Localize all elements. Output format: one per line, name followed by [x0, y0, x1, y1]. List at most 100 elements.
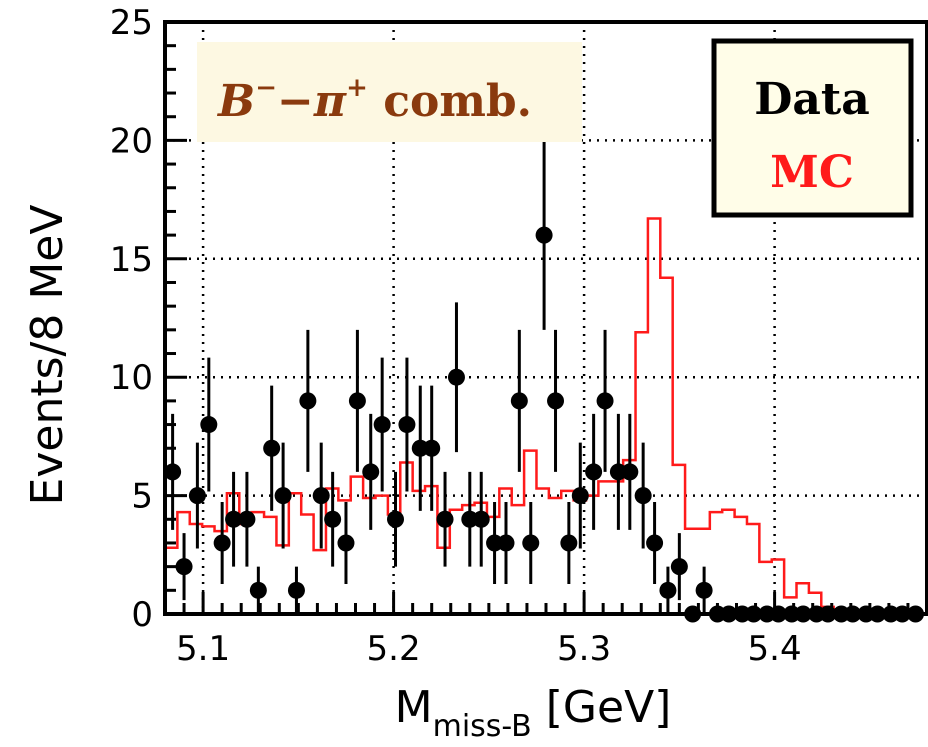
annotation-dash: − [277, 76, 314, 127]
mc-histogram [163, 217, 927, 616]
data-marker [571, 487, 589, 505]
data-marker [324, 510, 342, 528]
data-marker [535, 226, 553, 244]
data-point [560, 501, 578, 584]
x-tick-label: 5.1 [176, 629, 230, 669]
data-point [585, 413, 603, 530]
annotation-b: B [216, 76, 255, 127]
data-marker [510, 392, 528, 410]
data-point [225, 471, 243, 567]
annotation-text: B−−π+ comb. [216, 73, 532, 127]
data-point [188, 442, 206, 549]
y-tick-label: 15 [110, 240, 153, 280]
data-marker [274, 487, 292, 505]
data-marker [337, 534, 355, 552]
data-point [175, 533, 193, 601]
data-marker [312, 487, 330, 505]
data-point [274, 442, 292, 549]
data-point [571, 442, 589, 549]
data-point [238, 471, 256, 567]
legend-data-label: Data [754, 74, 870, 125]
data-marker [398, 416, 416, 434]
data-marker [497, 534, 515, 552]
data-point [373, 357, 391, 492]
x-tick-label: 5.2 [367, 629, 421, 669]
x-axis-title-unit-text: [GeV] [546, 682, 672, 733]
plot-frame [163, 20, 928, 616]
data-marker [634, 487, 652, 505]
data-point [535, 140, 553, 330]
data-point [522, 501, 540, 584]
data-marker [263, 439, 281, 457]
data-marker [249, 581, 267, 599]
data-point [472, 471, 490, 567]
data-point [621, 413, 639, 530]
data-point [213, 501, 231, 584]
data-point [447, 302, 465, 453]
data-point [634, 442, 652, 549]
legend-box [711, 38, 914, 218]
data-point [324, 471, 342, 567]
data-point [263, 385, 281, 511]
data-point [497, 501, 515, 584]
data-marker [373, 416, 391, 434]
annotation-rest: comb. [368, 76, 532, 127]
data-marker [560, 534, 578, 552]
data-marker [287, 581, 305, 599]
data-point [423, 385, 441, 511]
annotation-pi: π [313, 76, 347, 127]
data-marker [621, 463, 639, 481]
data-marker [447, 368, 465, 386]
y-tick-label: 0 [131, 595, 153, 635]
annotation-box [197, 42, 582, 142]
x-axis-title: Mmiss-B [GeV] [395, 682, 672, 744]
data-point [287, 566, 305, 614]
annotation-pi-sup: + [346, 73, 368, 103]
data-marker [362, 463, 380, 481]
data-point [547, 329, 565, 472]
data-marker [596, 392, 614, 410]
data-marker [522, 534, 540, 552]
data-point [348, 329, 366, 472]
data-marker [225, 510, 243, 528]
tick-labels: 5.1 5.2 5.3 5.4 0 5 10 15 20 25 [110, 3, 802, 669]
data-point [249, 566, 267, 614]
x-axis-title-main: M [395, 682, 433, 733]
x-axis-title-unit [532, 682, 546, 733]
y-tick-label: 10 [110, 358, 153, 398]
data-marker [436, 510, 454, 528]
data-marker [547, 392, 565, 410]
data-point [398, 357, 416, 492]
data-point [659, 566, 677, 614]
data-marker [585, 463, 603, 481]
data-marker [423, 439, 441, 457]
y-tick-label: 25 [110, 3, 153, 43]
x-tick-label: 5.3 [557, 629, 611, 669]
data-point [510, 329, 528, 472]
data-marker [646, 534, 664, 552]
x-tick-label: 5.4 [748, 629, 802, 669]
data-marker [387, 510, 405, 528]
data-point [299, 329, 317, 472]
data-point [695, 566, 713, 614]
data-point [387, 471, 405, 567]
data-marker [348, 392, 366, 410]
legend-mc-label: MC [770, 147, 854, 198]
mc-step-line [163, 217, 927, 616]
data-point [646, 501, 664, 584]
data-marker [670, 558, 688, 576]
x-axis-title-sub: miss-B [433, 709, 532, 744]
data-point [596, 329, 614, 472]
y-tick-label: 20 [110, 121, 153, 161]
data-marker [188, 487, 206, 505]
data-marker [175, 558, 193, 576]
annotation-b-sup: − [255, 73, 277, 103]
data-point [312, 442, 330, 549]
data-marker [299, 392, 317, 410]
data-marker [472, 510, 490, 528]
y-axis-title: Events/8 MeV [22, 205, 73, 506]
data-point [337, 501, 355, 584]
data-point [436, 471, 454, 567]
data-point [670, 533, 688, 601]
